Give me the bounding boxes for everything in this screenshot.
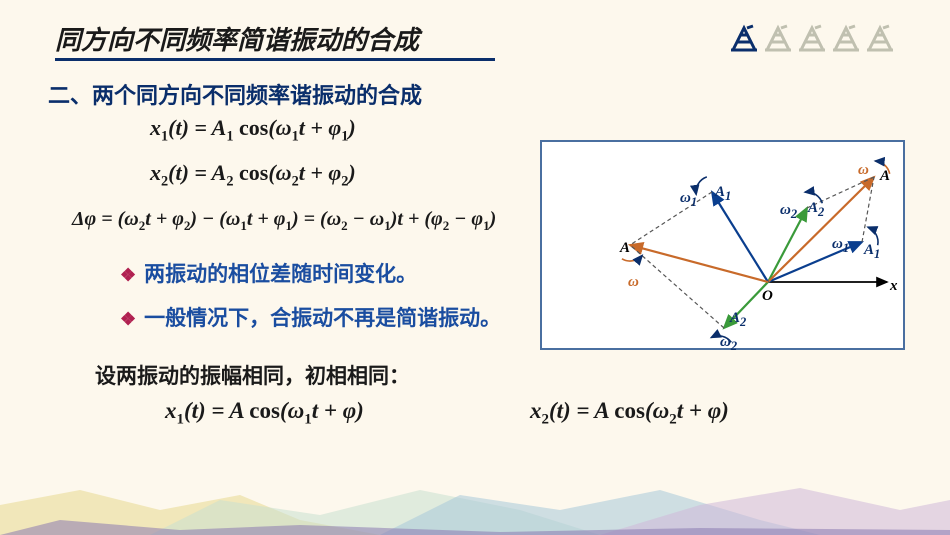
oil-rig-icon: [763, 24, 793, 54]
diagram-label: A: [620, 240, 630, 257]
diagram-label: x: [890, 278, 898, 295]
diagram-label: ω: [858, 162, 869, 179]
diagram-label: ω1: [680, 190, 697, 210]
diamond-icon: ❖: [120, 309, 136, 330]
diagram-label: A2: [730, 310, 746, 330]
equation-x1-simplified: x1(t) = A cos(ω1t + φ): [165, 398, 364, 429]
oil-rig-icon: [729, 24, 759, 54]
oil-rig-icon: [831, 24, 861, 54]
oil-rig-icons: [729, 24, 895, 54]
assumption-text: 设两振动的振幅相同，初相相同：: [95, 360, 410, 390]
bullet-2: ❖ 一般情况下，合振动不再是简谐振动。: [120, 302, 501, 332]
oil-rig-icon: [865, 24, 895, 54]
equation-x2-simplified: x2(t) = A cos(ω2t + φ): [530, 398, 729, 429]
diagram-label: ω: [628, 274, 639, 291]
diagram-label: A2: [808, 200, 824, 220]
bullet-1: ❖ 两振动的相位差随时间变化。: [120, 258, 501, 288]
title-bar: 同方向不同频率简谐振动的合成: [55, 20, 895, 57]
diagram-label: ω2: [780, 202, 797, 222]
equation-x1: x1(t) = A1 cos(ω1t + φ1): [150, 115, 356, 145]
section-heading: 二、两个同方向不同频率谐振动的合成: [48, 78, 422, 110]
diagram-label: A: [880, 168, 890, 185]
diagram-label: ω2: [720, 334, 737, 354]
bullet-1-text: 两振动的相位差随时间变化。: [144, 258, 417, 288]
diagram-label: A1: [864, 242, 880, 262]
equation-x2: x2(t) = A2 cos(ω2t + φ2): [150, 160, 356, 190]
footer-decoration: [0, 480, 950, 535]
slide-title: 同方向不同频率简谐振动的合成: [55, 20, 419, 57]
vector-svg: [542, 142, 907, 352]
equation-delta-phi: Δφ = (ω2t + φ2) − (ω1t + φ1) = (ω2 − ω1)…: [72, 208, 496, 234]
title-underline: [55, 58, 495, 61]
diamond-icon: ❖: [120, 265, 136, 286]
bullet-2-text: 一般情况下，合振动不再是简谐振动。: [144, 302, 501, 332]
bullet-list: ❖ 两振动的相位差随时间变化。 ❖ 一般情况下，合振动不再是简谐振动。: [120, 258, 501, 346]
diagram-label: ω1: [832, 236, 849, 256]
oil-rig-icon: [797, 24, 827, 54]
vector-diagram: OxAA1A2ωω1ω2AA1A2ω2ωω1: [540, 140, 905, 350]
diagram-label: O: [762, 288, 773, 305]
diagram-label: A1: [715, 184, 731, 204]
